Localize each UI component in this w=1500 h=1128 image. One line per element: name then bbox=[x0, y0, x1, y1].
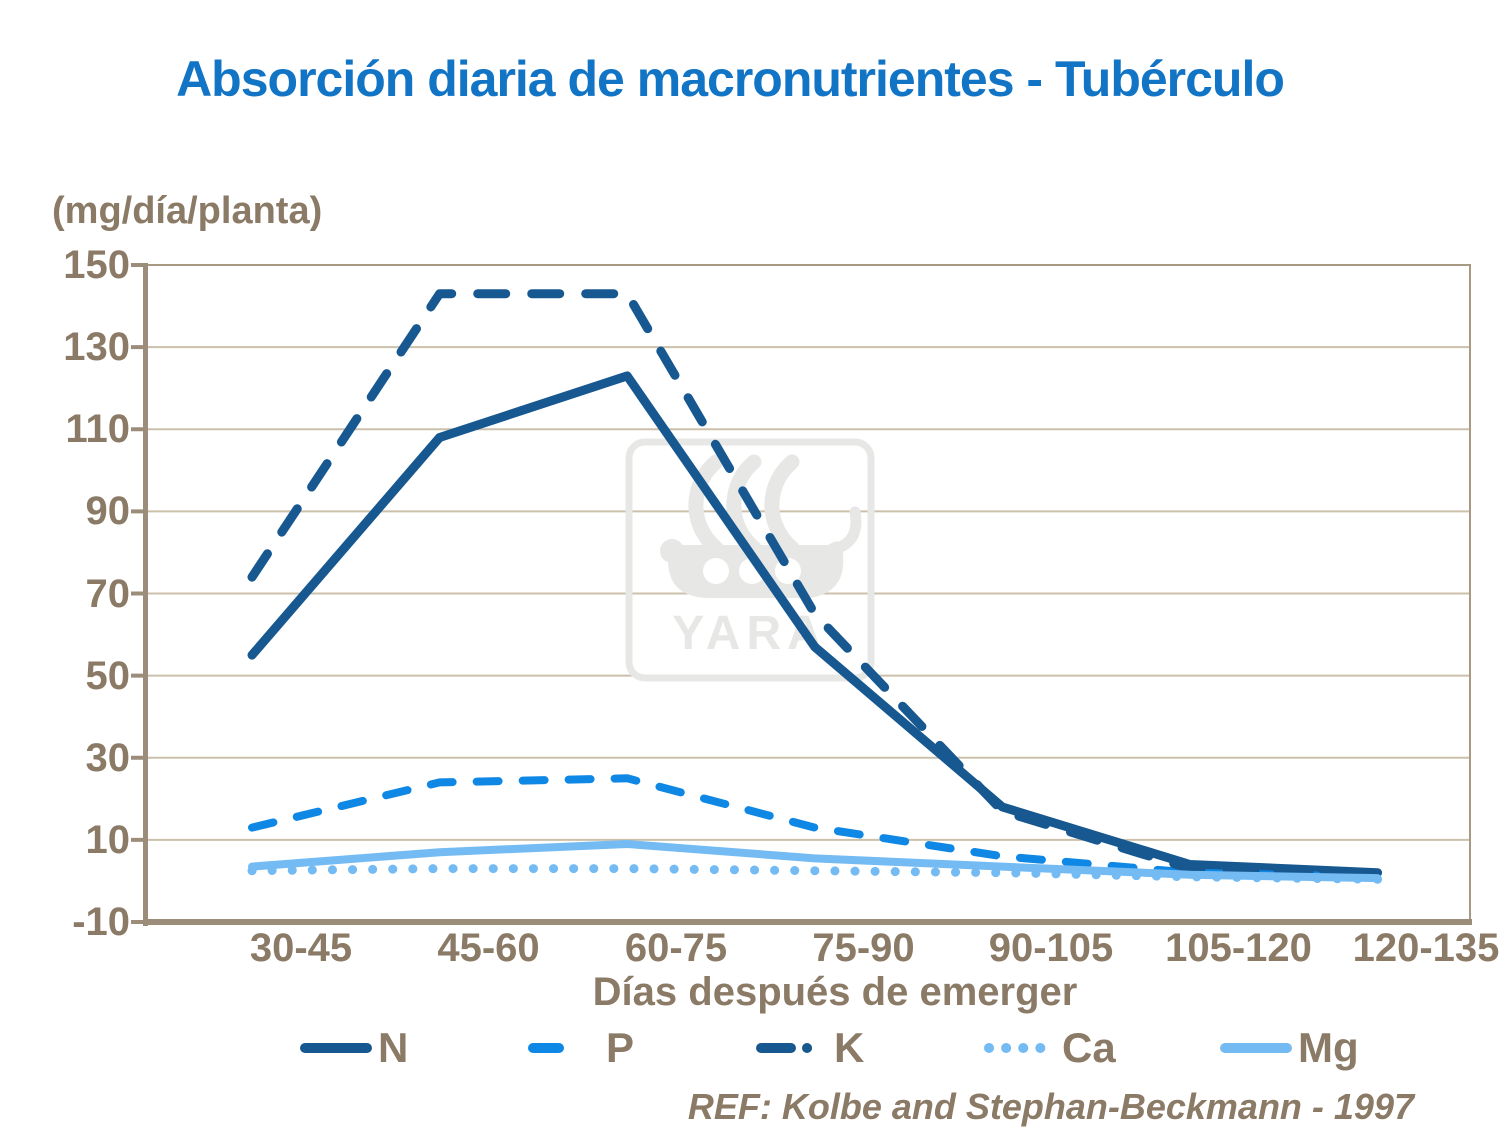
x-category-label: 60-75 bbox=[624, 926, 728, 970]
legend-item-K: K bbox=[756, 1024, 864, 1072]
y-tick-label: 130 bbox=[63, 325, 130, 370]
y-tick-label: 10 bbox=[85, 817, 131, 862]
x-axis-title: Días después de emerger bbox=[592, 970, 1078, 1014]
y-axis-tick-mark bbox=[131, 755, 147, 760]
y-axis-tick-mark bbox=[131, 920, 147, 924]
y-axis-tick-mark bbox=[131, 837, 147, 842]
legend-item-Mg: Mg bbox=[1220, 1024, 1359, 1072]
series-line-P bbox=[248, 774, 1382, 881]
x-category-label: 45-60 bbox=[437, 926, 540, 970]
y-axis-unit-label: (mg/día/planta) bbox=[52, 190, 323, 232]
legend-swatch-N bbox=[300, 1043, 372, 1053]
y-axis-tick-mark bbox=[131, 345, 147, 350]
x-category-label: 30-45 bbox=[249, 926, 353, 970]
series-line-K bbox=[247, 289, 1383, 880]
x-axis-line bbox=[143, 919, 1472, 925]
y-axis-tick-mark bbox=[131, 263, 147, 267]
legend-label-Ca: Ca bbox=[1062, 1024, 1116, 1071]
chart-title: Absorción diaria de macronutrientes - Tu… bbox=[176, 51, 1285, 107]
y-tick-label: 150 bbox=[63, 243, 130, 287]
y-tick-label: 90 bbox=[85, 489, 131, 534]
y-axis-tick-mark bbox=[131, 673, 147, 678]
legend-label-N: N bbox=[378, 1024, 409, 1071]
x-category-label: 75-90 bbox=[812, 926, 915, 970]
series-line-Ca bbox=[247, 864, 1383, 884]
legend-label-K: K bbox=[834, 1024, 865, 1071]
legend-swatch-K bbox=[756, 1043, 828, 1053]
x-category-label: 120-135 bbox=[1352, 926, 1500, 970]
y-axis-tick-mark bbox=[131, 509, 147, 514]
y-tick-label: 110 bbox=[65, 407, 130, 452]
legend-swatch-Mg bbox=[1220, 1043, 1292, 1053]
legend-item-P: P bbox=[528, 1024, 634, 1072]
y-axis-tick-mark bbox=[131, 591, 147, 596]
reference-citation: REF: Kolbe and Stephan-Beckmann - 1997 bbox=[687, 1086, 1414, 1127]
legend-label-P: P bbox=[606, 1024, 635, 1071]
x-category-label: 90-105 bbox=[988, 926, 1114, 970]
y-tick-label: 70 bbox=[85, 571, 131, 616]
legend-label-Mg: Mg bbox=[1298, 1024, 1359, 1071]
legend-item-Ca: Ca bbox=[984, 1024, 1116, 1072]
y-tick-label: 30 bbox=[85, 735, 131, 780]
y-tick-label: -10 bbox=[72, 900, 130, 944]
series-line-Mg bbox=[248, 840, 1382, 883]
legend-swatch-P bbox=[528, 1043, 600, 1053]
y-axis-tick-mark bbox=[131, 427, 147, 432]
x-category-label: 105-120 bbox=[1165, 926, 1312, 970]
legend-item-N: N bbox=[300, 1024, 408, 1072]
legend-swatch-Ca bbox=[984, 1043, 1056, 1053]
y-tick-label: 50 bbox=[85, 653, 131, 698]
